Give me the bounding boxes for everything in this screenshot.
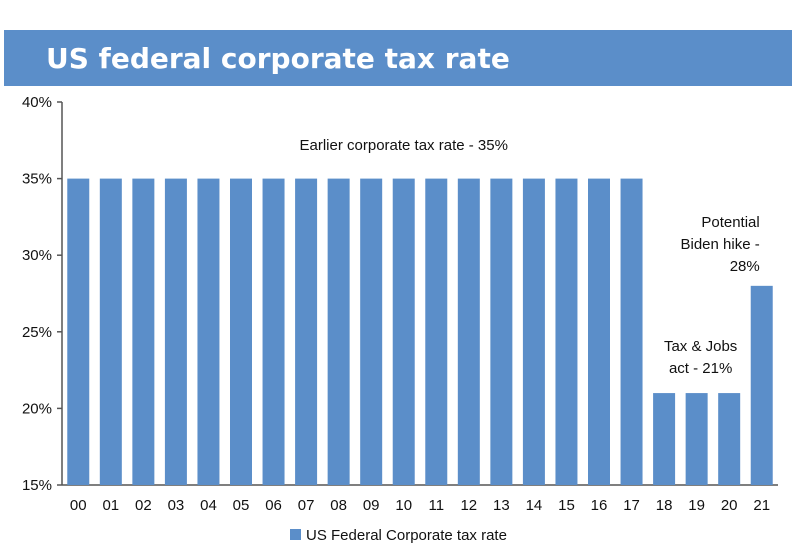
bar-07 xyxy=(295,178,318,485)
x-tick-label: 20 xyxy=(721,497,738,514)
y-tick-label: 40% xyxy=(22,94,52,111)
bar-06 xyxy=(262,178,285,485)
x-tick-label: 08 xyxy=(330,497,347,514)
bar-17 xyxy=(620,178,643,485)
bar-00 xyxy=(67,178,90,485)
bar-series xyxy=(67,178,773,485)
y-tick-label: 20% xyxy=(22,400,52,417)
legend-label: US Federal Corporate tax rate xyxy=(306,527,507,544)
y-tick-label: 25% xyxy=(22,324,52,341)
x-tick-label: 19 xyxy=(688,497,705,514)
x-tick-label: 15 xyxy=(558,497,575,514)
chart-panel: 15% 20% 25% 30% 35% 40% 00 01 02 03 04 05 06 07 08 09 1… xyxy=(4,88,792,560)
x-axis-ticks: 00 01 02 03 04 05 06 07 08 09 10 11 12 13 14 15 16 17 18 19… xyxy=(70,497,770,514)
x-tick-label: 02 xyxy=(135,497,152,514)
bar-chart: 15% 20% 25% 30% 35% 40% 00 01 02 03 04 05 06 07 08 09 1… xyxy=(22,94,778,544)
bar-04 xyxy=(197,178,220,485)
bar-09 xyxy=(360,178,383,485)
y-tick-label: 35% xyxy=(22,171,52,188)
bar-12 xyxy=(457,178,480,485)
annotation-label: Biden hike - xyxy=(681,236,760,253)
annotation-label: 28% xyxy=(730,258,760,275)
x-tick-label: 16 xyxy=(591,497,608,514)
y-tick-label: 15% xyxy=(22,477,52,494)
y-tick-label: 30% xyxy=(22,247,52,264)
x-tick-label: 11 xyxy=(428,497,444,514)
x-tick-label: 13 xyxy=(493,497,510,514)
x-tick-label: 09 xyxy=(363,497,380,514)
annotation-label: act - 21% xyxy=(669,360,732,377)
bar-02 xyxy=(132,178,155,485)
x-tick-label: 18 xyxy=(656,497,673,514)
bar-01 xyxy=(99,178,122,485)
bar-16 xyxy=(588,178,610,485)
x-tick-label: 14 xyxy=(526,497,543,514)
bar-14 xyxy=(522,178,545,485)
bar-08 xyxy=(327,178,350,485)
bar-11 xyxy=(425,178,448,485)
x-tick-label: 04 xyxy=(200,497,217,514)
chart-legend: US Federal Corporate tax rate xyxy=(290,527,507,544)
bar-13 xyxy=(490,178,513,485)
bar-20 xyxy=(718,393,741,485)
x-tick-label: 10 xyxy=(395,497,412,514)
x-tick-label: 00 xyxy=(70,497,87,514)
title-bar: US federal corporate tax rate xyxy=(4,30,792,86)
annotation-label: Tax & Jobs xyxy=(664,338,737,355)
x-tick-label: 21 xyxy=(753,497,770,514)
bar-18 xyxy=(653,393,676,485)
x-tick-label: 01 xyxy=(102,497,119,514)
bar-21 xyxy=(750,285,773,485)
bar-10 xyxy=(392,178,415,485)
x-tick-label: 07 xyxy=(298,497,315,514)
bar-19 xyxy=(685,393,708,485)
y-axis-ticks: 15% 20% 25% 30% 35% 40% xyxy=(22,94,62,494)
x-tick-label: 03 xyxy=(168,497,185,514)
x-tick-label: 05 xyxy=(233,497,250,514)
page-title: US federal corporate tax rate xyxy=(46,42,510,75)
annotation-label: Earlier corporate tax rate - 35% xyxy=(300,137,508,154)
x-tick-label: 17 xyxy=(623,497,640,514)
x-tick-label: 06 xyxy=(265,497,282,514)
x-tick-label: 12 xyxy=(460,497,477,514)
annotation-label: Potential xyxy=(701,214,759,231)
bar-05 xyxy=(230,178,252,485)
legend-swatch xyxy=(290,529,301,540)
bar-15 xyxy=(555,178,578,485)
bar-03 xyxy=(164,178,187,485)
chart-annotations: Earlier corporate tax rate - 35% Tax & Jo… xyxy=(300,137,760,377)
